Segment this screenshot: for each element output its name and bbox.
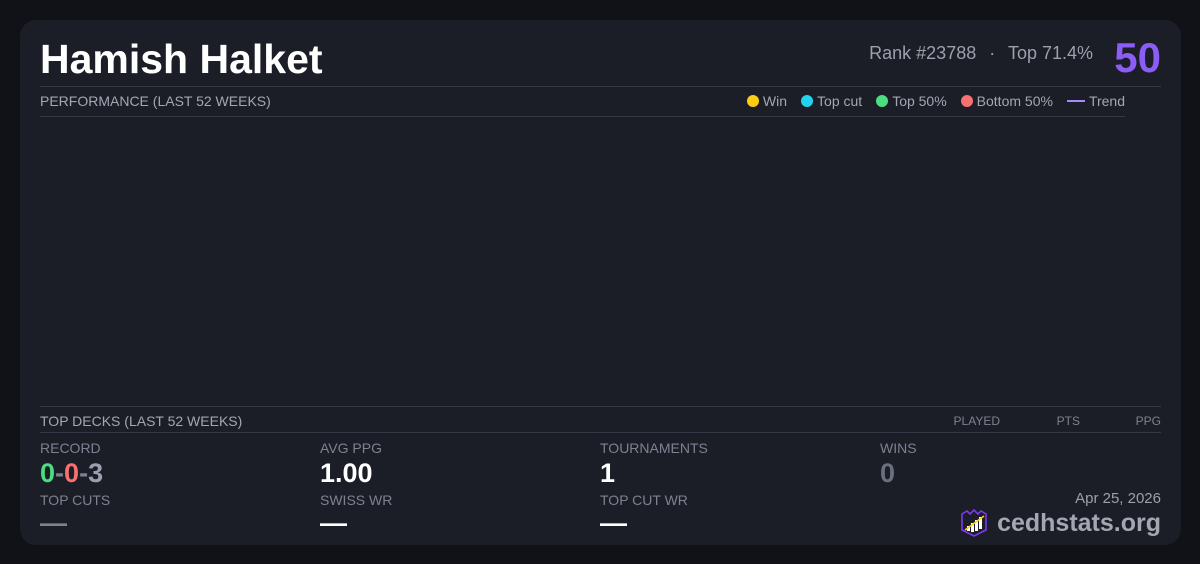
legend-item: Win <box>746 93 788 109</box>
legend-dot-icon <box>746 95 759 107</box>
player-score: 50 <box>1114 34 1161 81</box>
brand: cedhstats.org <box>959 508 1161 538</box>
legend-label: Top cut <box>817 93 863 109</box>
legend-dot-icon <box>876 95 889 107</box>
chart-legend: Win Top cut Top 50% Bottom 50% Trend <box>746 93 1125 109</box>
date: Apr 25, 2026 <box>1075 490 1161 507</box>
trend-line-icon <box>1066 100 1085 102</box>
avg-ppg-label: AVG PPG <box>320 440 382 456</box>
top-cut-wr-label: TOP CUT WR <box>600 492 688 508</box>
percentile: Top 71.4% <box>1007 43 1093 63</box>
cedhstats-logo-icon <box>961 508 987 537</box>
column-pts: PTS <box>1056 414 1080 428</box>
divider <box>40 116 1125 117</box>
swiss-wr-value: — <box>320 508 347 538</box>
legend-item: Top 50% <box>876 93 947 109</box>
top-cut-wr-value: — <box>600 508 627 538</box>
divider <box>40 406 1161 407</box>
record-sep: - <box>55 458 65 488</box>
top-cuts-label: TOP CUTS <box>40 492 111 508</box>
record-sep: - <box>79 458 89 488</box>
record-losses: 0 <box>64 458 80 488</box>
wins-value: 0 <box>880 458 896 488</box>
record-label: RECORD <box>40 440 101 456</box>
record-value: 0-0-3 <box>40 458 103 489</box>
avg-ppg-value: 1.00 <box>320 458 373 488</box>
legend-label: Bottom 50% <box>976 93 1053 109</box>
performance-chart-area <box>40 117 1125 406</box>
rank: Rank #23788 <box>869 43 977 63</box>
legend-item: Trend <box>1066 93 1125 109</box>
tournaments-value: 1 <box>600 458 616 488</box>
column-played: PLAYED <box>953 414 1000 428</box>
divider <box>40 432 1161 433</box>
swiss-wr-label: SWISS WR <box>320 492 393 508</box>
divider <box>40 86 1161 87</box>
top-cuts-value: — <box>40 508 67 538</box>
record-wins: 0 <box>40 458 56 488</box>
wins-label: WINS <box>880 440 917 456</box>
performance-title: PERFORMANCE (LAST 52 WEEKS) <box>40 93 271 109</box>
legend-dot-icon <box>801 95 814 107</box>
record-draws: 3 <box>88 458 104 488</box>
legend-item: Bottom 50% <box>960 93 1053 109</box>
legend-label: Win <box>762 93 788 109</box>
legend-label: Top 50% <box>892 93 947 109</box>
legend-label: Trend <box>1088 93 1125 109</box>
player-card: Hamish Halket Rank #23788 · Top 71.4% 50… <box>20 20 1181 545</box>
column-ppg: PPG <box>1135 414 1161 428</box>
top-decks-title: TOP DECKS (LAST 52 WEEKS) <box>40 413 243 429</box>
brand-name: cedhstats.org <box>997 508 1161 537</box>
player-name: Hamish Halket <box>40 36 323 82</box>
rank-info: Rank #23788 · Top 71.4% <box>869 43 1093 64</box>
separator: · <box>989 43 996 63</box>
tournaments-label: TOURNAMENTS <box>600 440 708 456</box>
legend-item: Top cut <box>801 93 862 109</box>
legend-dot-icon <box>960 95 973 107</box>
